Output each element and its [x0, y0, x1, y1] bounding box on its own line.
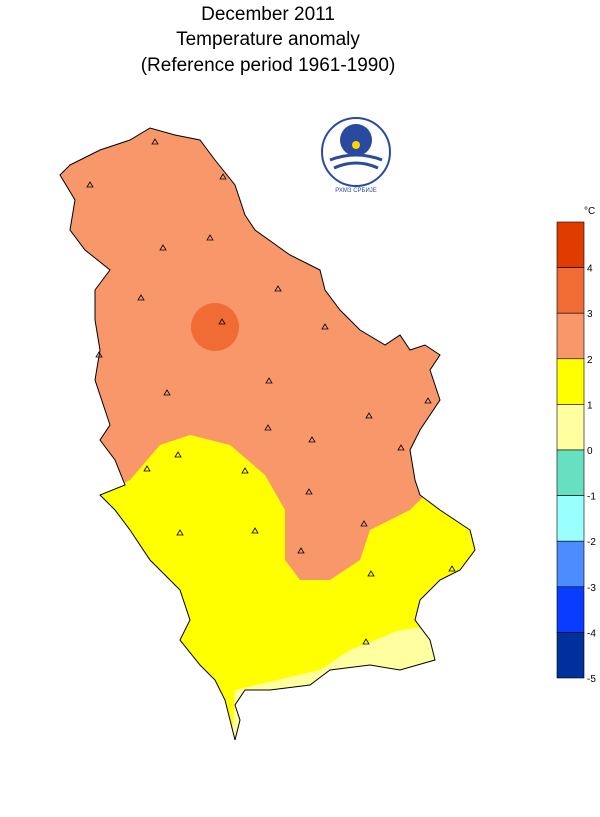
legend-label: -3	[587, 583, 596, 594]
legend-label: 3	[587, 309, 593, 320]
legend-unit: °C	[584, 206, 595, 217]
station	[274, 285, 282, 292]
title-line: December 2011	[201, 4, 335, 25]
station	[265, 377, 273, 384]
station	[305, 488, 313, 495]
legend-swatch	[556, 404, 585, 451]
legend-label: -1	[587, 492, 596, 503]
legend-label: -4	[587, 628, 596, 639]
station	[264, 424, 272, 431]
legend-label: -5	[587, 674, 596, 685]
station	[321, 323, 329, 330]
station	[241, 467, 249, 474]
station	[448, 565, 456, 572]
legend-label: 0	[587, 446, 593, 457]
legend-swatch	[556, 586, 585, 633]
legend-label: 4	[587, 264, 593, 275]
anomaly-fill	[60, 128, 475, 740]
station	[95, 351, 103, 358]
station	[218, 318, 226, 325]
title-line: Temperature anomaly	[176, 29, 360, 50]
station	[397, 444, 405, 451]
station	[206, 234, 214, 241]
legend-swatch	[556, 358, 585, 405]
station	[308, 436, 316, 443]
legend-swatch	[556, 221, 585, 268]
station	[86, 181, 94, 188]
logo-text: РХМЗ СРБИЈЕ	[335, 188, 377, 194]
legend-swatch	[556, 540, 585, 588]
station	[159, 244, 167, 251]
station	[367, 570, 375, 577]
station	[219, 173, 227, 180]
legend-label: 2	[587, 355, 593, 366]
station	[151, 138, 159, 145]
legend-swatch	[556, 267, 585, 314]
station	[424, 397, 432, 404]
legend-swatch	[556, 632, 585, 679]
station	[163, 389, 171, 396]
stations	[86, 138, 456, 645]
station	[360, 520, 368, 527]
legend-swatch	[556, 495, 585, 542]
station	[251, 527, 259, 534]
station	[176, 529, 184, 536]
title-line: (Reference period 1961-1990)	[141, 55, 396, 76]
station	[297, 547, 305, 554]
legend-swatch	[556, 312, 585, 360]
legend-label: -2	[587, 537, 596, 548]
logo: РХМЗ СРБИЈЕ	[321, 117, 391, 194]
legend-swatch	[556, 449, 585, 496]
legend-label: 1	[587, 400, 593, 411]
station	[362, 638, 370, 645]
station	[143, 465, 151, 472]
station	[174, 451, 182, 458]
station	[137, 294, 145, 301]
station	[365, 412, 373, 419]
